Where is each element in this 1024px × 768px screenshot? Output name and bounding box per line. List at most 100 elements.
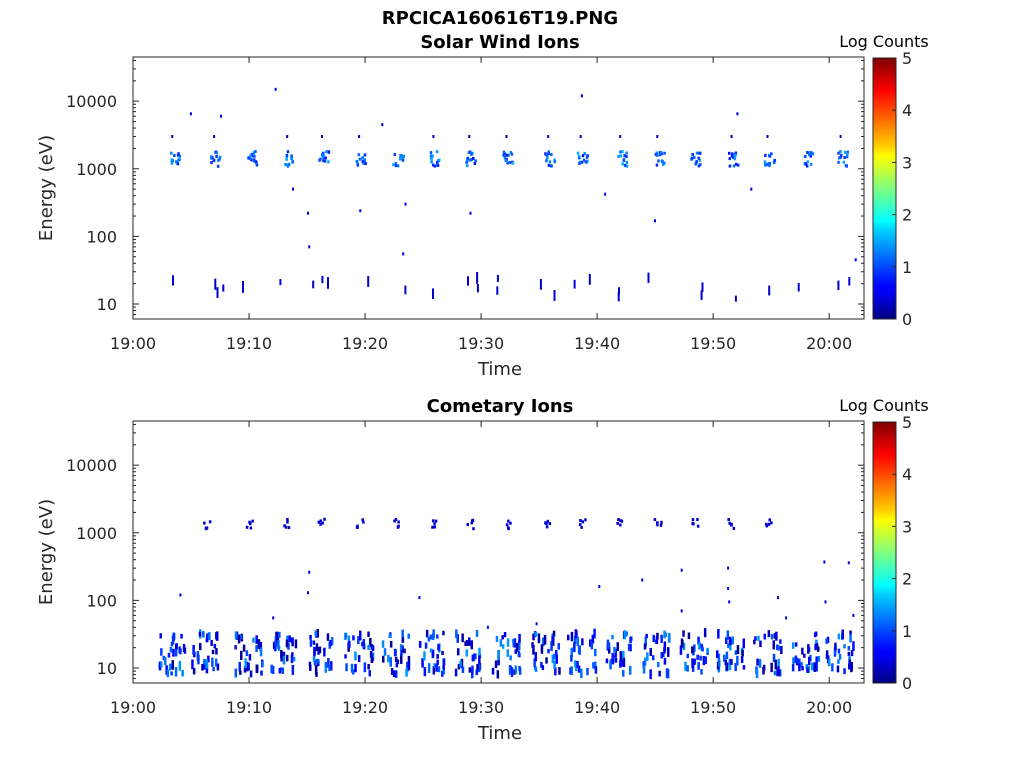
data-cell — [622, 669, 625, 677]
data-cell — [218, 155, 222, 159]
data-cell — [456, 634, 459, 643]
x-axis-label: Time — [477, 359, 522, 380]
data-cell — [518, 665, 521, 672]
data-cell — [287, 642, 290, 650]
data-cell — [621, 162, 624, 166]
data-cell — [497, 656, 500, 666]
data-cell — [394, 161, 397, 165]
data-cell — [806, 151, 809, 154]
data-cell — [764, 163, 767, 167]
data-cell — [543, 634, 547, 645]
data-cell — [507, 153, 510, 157]
data-cell — [581, 638, 584, 646]
data-cell — [436, 634, 439, 639]
data-cell — [588, 273, 591, 285]
data-cell — [308, 570, 311, 574]
data-cell — [780, 646, 783, 655]
data-cell — [407, 655, 411, 664]
data-cell — [261, 661, 264, 668]
data-cell — [454, 668, 458, 677]
data-cell — [843, 150, 847, 154]
data-cell — [614, 658, 618, 663]
data-cell — [579, 135, 582, 138]
data-cell — [172, 632, 175, 641]
data-cell — [567, 634, 570, 641]
data-cell — [725, 651, 729, 660]
data-cell — [584, 518, 587, 522]
data-cell — [589, 639, 592, 647]
data-cell — [239, 670, 242, 675]
data-cell — [657, 159, 660, 163]
data-cell — [831, 663, 834, 672]
x-tick-label: 19:00 — [110, 698, 156, 717]
data-cell — [732, 164, 736, 168]
x-tick-label: 19:30 — [458, 334, 504, 353]
colorbar-tick-label: 0 — [902, 310, 912, 329]
data-cell — [369, 650, 373, 658]
data-cell — [619, 651, 623, 661]
data-cell — [371, 645, 375, 652]
plot-frame — [132, 56, 865, 320]
data-cell — [215, 151, 218, 155]
data-cell — [580, 668, 583, 679]
data-cell — [697, 636, 700, 645]
data-cell — [619, 660, 622, 668]
data-cell — [804, 162, 808, 166]
data-cell — [326, 633, 330, 641]
data-cell — [809, 151, 813, 155]
y-tick-label: 1000 — [76, 160, 117, 179]
data-cell — [234, 645, 237, 650]
data-cell — [833, 648, 837, 657]
data-cell — [508, 161, 512, 164]
data-cell — [716, 650, 719, 659]
data-cell — [434, 519, 438, 523]
data-cell — [423, 667, 427, 677]
data-cell — [205, 638, 209, 643]
data-cell — [394, 518, 398, 521]
data-cell — [548, 522, 552, 526]
data-cell — [514, 665, 518, 674]
data-cell — [766, 135, 769, 138]
data-cell — [532, 633, 535, 641]
data-cell — [772, 640, 775, 650]
y-axis-label: Energy (eV) — [36, 499, 57, 605]
data-cell — [313, 659, 317, 666]
data-cell — [659, 523, 663, 527]
data-cell — [578, 156, 581, 160]
data-cell — [491, 667, 495, 675]
data-cell — [547, 135, 550, 138]
data-cell — [272, 616, 275, 620]
data-cell — [553, 653, 556, 660]
data-cell — [312, 640, 316, 645]
data-cell — [806, 160, 809, 164]
data-cell — [553, 158, 556, 162]
data-cell — [387, 654, 390, 663]
data-cell — [852, 641, 855, 651]
data-cell — [570, 666, 573, 675]
colorbar-gradient — [872, 421, 897, 684]
data-cell — [844, 164, 848, 167]
data-cell — [750, 187, 753, 191]
data-cell — [660, 159, 664, 163]
data-cell — [403, 648, 406, 654]
data-cell — [592, 662, 595, 669]
data-cell — [242, 644, 246, 652]
data-cell — [775, 631, 778, 641]
data-cell — [216, 631, 219, 641]
data-cell — [316, 658, 319, 664]
data-cell — [288, 635, 291, 643]
data-cell — [438, 158, 441, 162]
data-cell — [364, 162, 367, 166]
data-cell — [767, 630, 771, 638]
data-cell — [805, 164, 809, 168]
data-cell — [400, 654, 403, 664]
data-cell — [355, 160, 359, 163]
data-cell — [509, 655, 512, 661]
data-cell — [215, 155, 218, 158]
data-cell — [659, 150, 663, 154]
data-cell — [442, 668, 446, 675]
data-cell — [344, 654, 347, 659]
data-cell — [555, 654, 558, 664]
data-cell — [505, 523, 509, 527]
data-cell — [764, 153, 767, 157]
